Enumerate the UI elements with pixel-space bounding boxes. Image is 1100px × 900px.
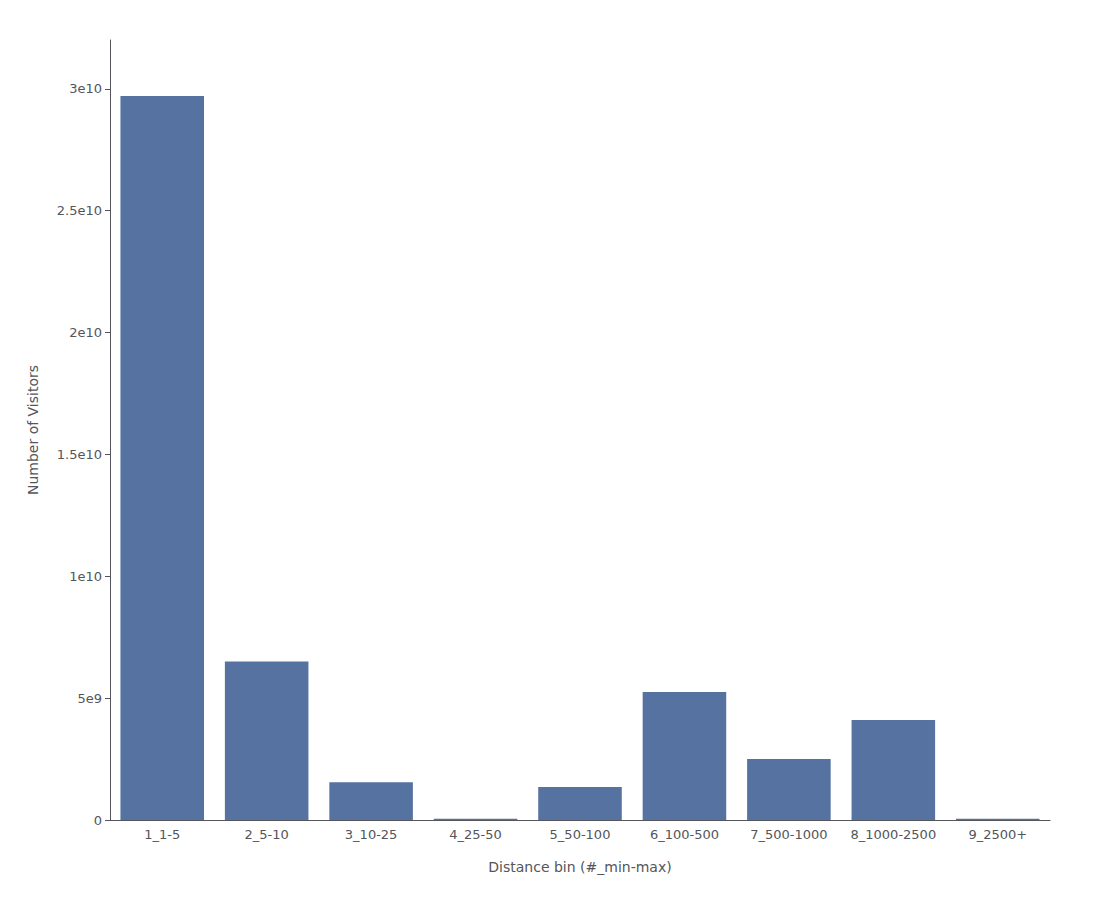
svg-text:9_2500+: 9_2500+ [968, 827, 1027, 842]
svg-text:1.5e10: 1.5e10 [57, 447, 102, 462]
svg-text:1_1-5: 1_1-5 [144, 827, 180, 842]
svg-text:2.5e10: 2.5e10 [57, 203, 102, 218]
svg-text:1e10: 1e10 [69, 569, 102, 584]
svg-text:Number of Visitors: Number of Visitors [25, 365, 41, 495]
svg-text:4_25-50: 4_25-50 [449, 827, 502, 842]
svg-text:7_500-1000: 7_500-1000 [750, 827, 827, 842]
svg-text:3e10: 3e10 [69, 81, 102, 96]
svg-text:8_1000-2500: 8_1000-2500 [851, 827, 937, 842]
svg-text:5_50-100: 5_50-100 [550, 827, 611, 842]
svg-text:3_10-25: 3_10-25 [345, 827, 398, 842]
svg-text:0: 0 [94, 813, 102, 828]
svg-text:5e9: 5e9 [77, 691, 102, 706]
svg-text:2e10: 2e10 [69, 325, 102, 340]
svg-text:Distance bin (#_min-max): Distance bin (#_min-max) [488, 859, 671, 875]
svg-text:2_5-10: 2_5-10 [245, 827, 289, 842]
svg-text:6_100-500: 6_100-500 [650, 827, 719, 842]
